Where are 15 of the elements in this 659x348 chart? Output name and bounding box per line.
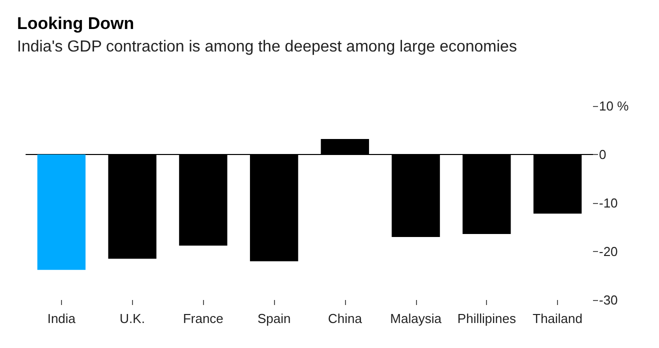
y-tick-label: -10 bbox=[599, 196, 618, 210]
y-tick-label: 10 % bbox=[599, 98, 630, 114]
x-tick-label: U.K. bbox=[120, 311, 145, 326]
x-tick-label: Phillipines bbox=[457, 311, 516, 326]
x-tick-label: France bbox=[182, 311, 224, 326]
chart-subtitle: India's GDP contraction is among the deepest among large economies bbox=[17, 38, 517, 56]
x-tick-label: Spain bbox=[257, 311, 291, 326]
y-tick-label: -30 bbox=[599, 292, 618, 308]
y-tick-label: 0 bbox=[599, 147, 606, 162]
x-tick-label: China bbox=[328, 311, 363, 326]
x-tick-label: Thailand bbox=[532, 311, 582, 326]
chart-title: Looking Down bbox=[17, 14, 134, 33]
x-tick-label: Malaysia bbox=[390, 311, 442, 326]
y-tick-label: -20 bbox=[599, 244, 618, 259]
x-tick-label: India bbox=[47, 311, 76, 326]
